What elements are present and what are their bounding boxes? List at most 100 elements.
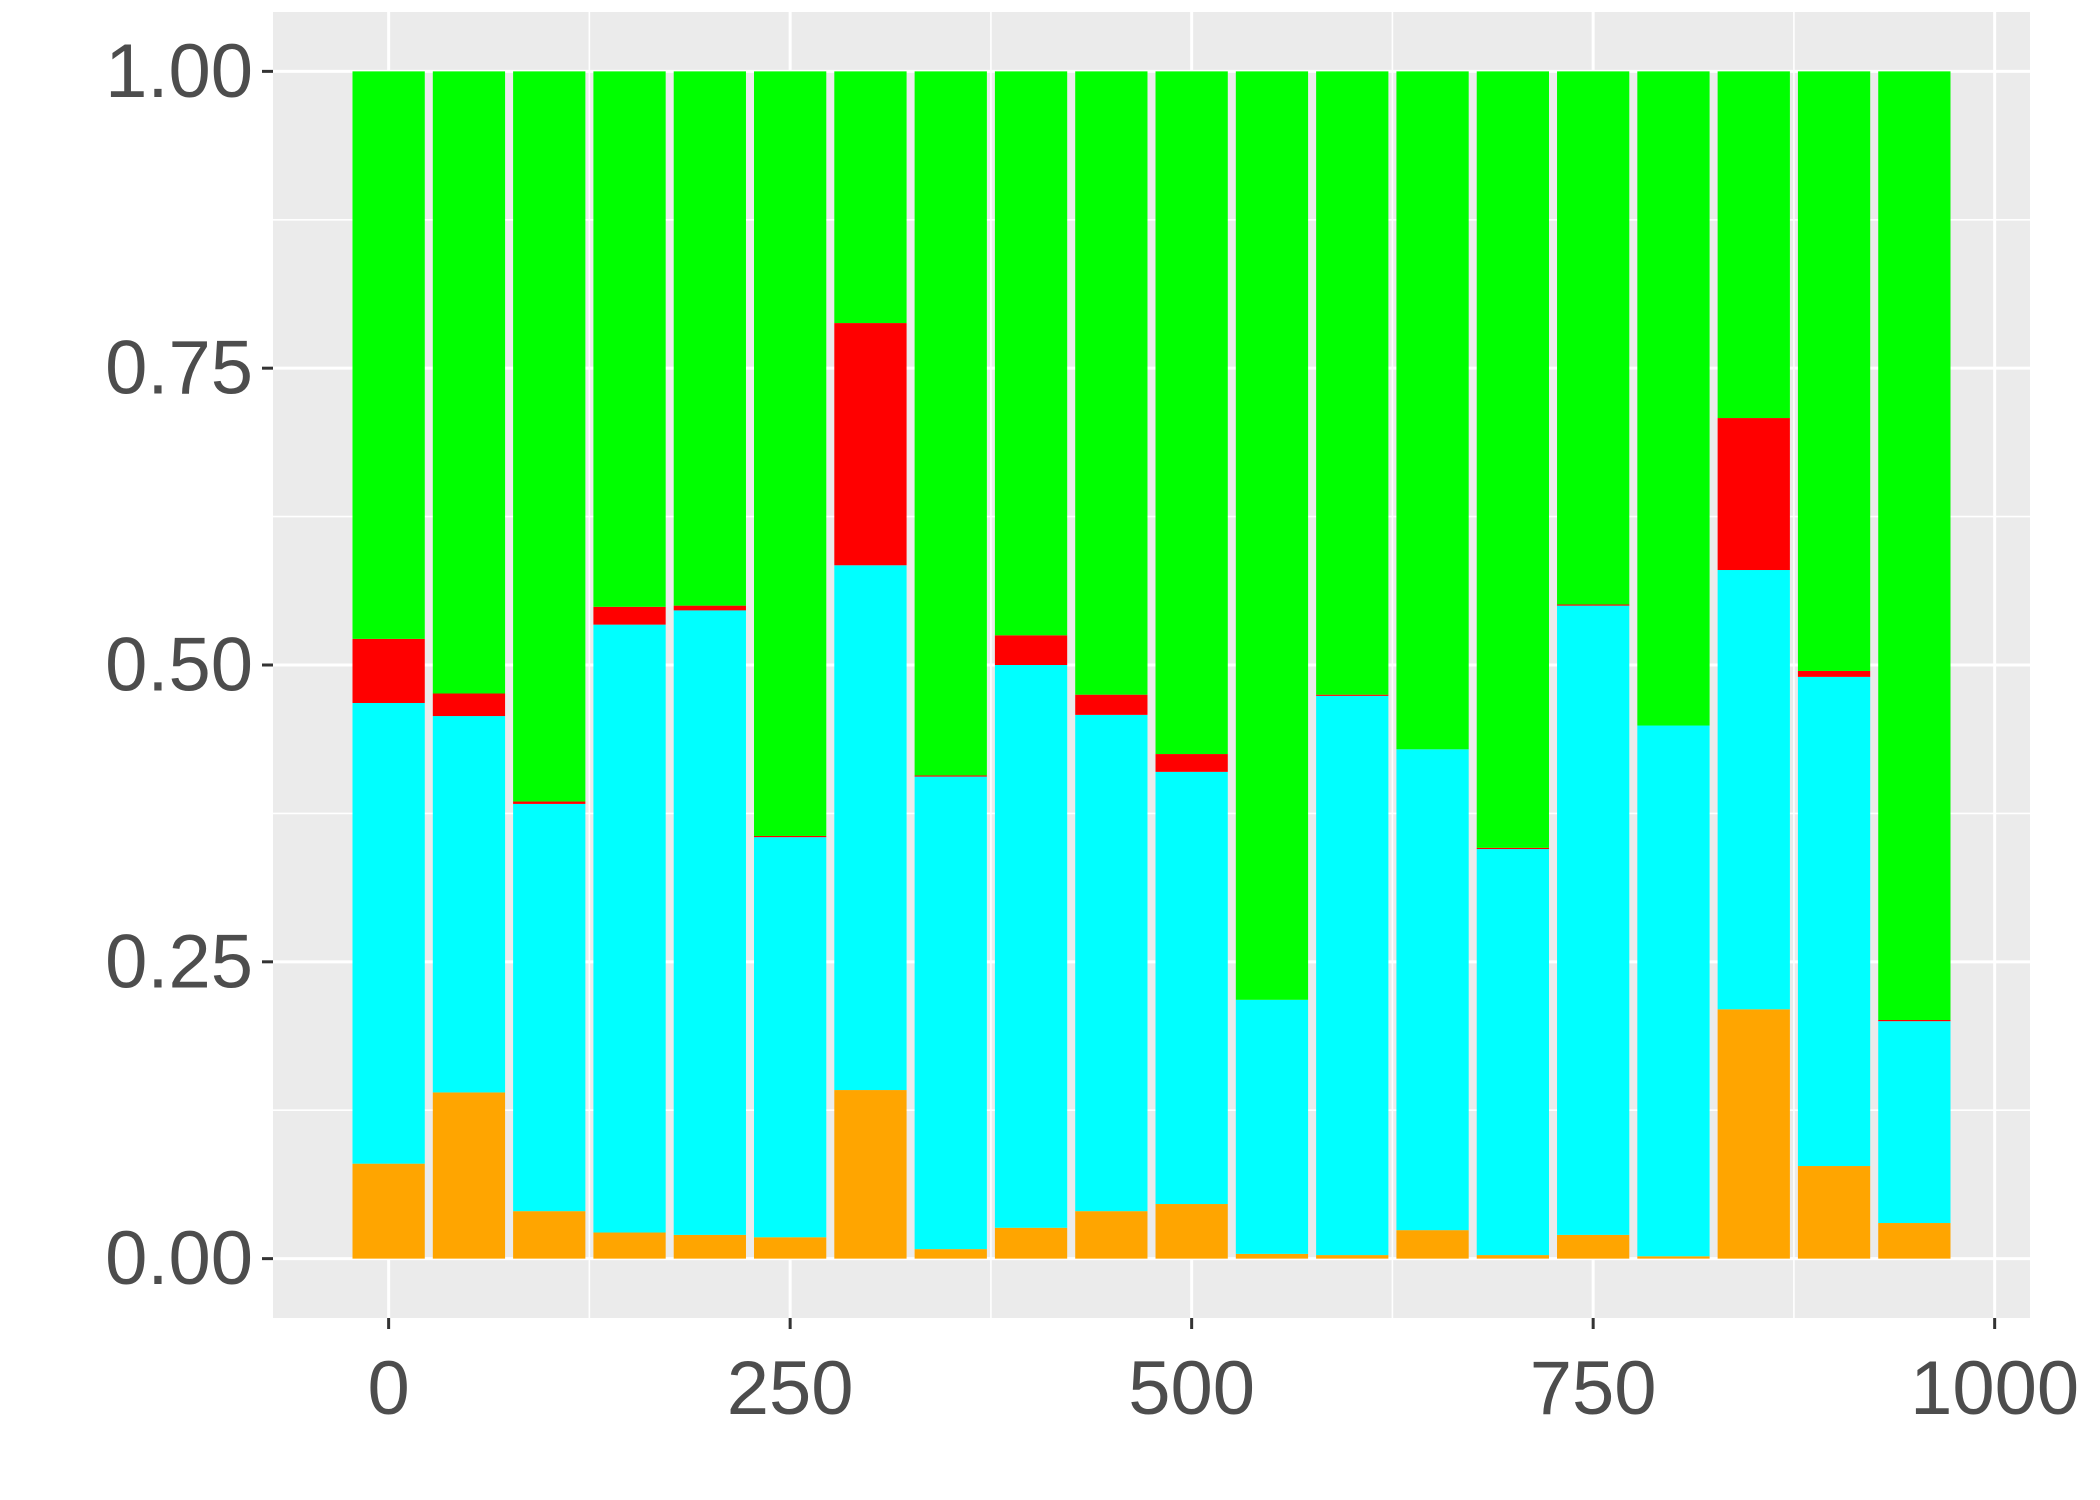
bar-segment xyxy=(1717,71,1790,419)
bar-segment xyxy=(834,71,907,324)
bar-segment xyxy=(1476,1255,1549,1259)
y-tick-label: 0.00 xyxy=(105,1216,253,1301)
x-tick-label: 500 xyxy=(1128,1346,1255,1431)
bar-segment xyxy=(352,1163,425,1259)
x-tick-label: 1000 xyxy=(1910,1346,2079,1431)
bar-segment xyxy=(513,803,586,1212)
bar-segment xyxy=(1797,71,1871,671)
bar-segment xyxy=(1155,71,1228,755)
bar-stack xyxy=(1476,71,1549,1259)
y-axis: 0.00 0.25 0.50 0.75 1.00 xyxy=(105,29,273,1301)
bar-segment xyxy=(754,837,827,1238)
bar-segment xyxy=(994,71,1068,636)
bar-segment xyxy=(1637,71,1710,726)
bar-stack xyxy=(1557,71,1630,1259)
bar-stack xyxy=(1396,71,1469,1259)
y-tick-label: 0.50 xyxy=(105,623,253,708)
bar-stack xyxy=(1075,71,1148,1259)
bar-segment xyxy=(673,1234,746,1259)
bar-segment xyxy=(994,665,1068,1228)
bar-segment xyxy=(673,605,746,611)
bar-segment xyxy=(1557,604,1630,606)
bar-segment xyxy=(1235,1253,1309,1259)
bar-segment xyxy=(1075,694,1148,715)
bar-stack xyxy=(513,71,586,1259)
bar-segment xyxy=(1717,570,1790,1010)
bar-segment xyxy=(1557,605,1630,1235)
bar-segment xyxy=(352,702,425,1164)
bar-stack xyxy=(1637,71,1710,1259)
bar-segment xyxy=(1396,749,1469,1231)
bar-segment xyxy=(1316,71,1389,695)
bar-segment xyxy=(1717,418,1790,571)
bar-segment xyxy=(1075,71,1148,695)
bar-segment xyxy=(834,1090,907,1259)
x-tick-label: 750 xyxy=(1530,1346,1657,1431)
y-tick-label: 1.00 xyxy=(105,29,253,114)
bar-segment xyxy=(1797,670,1871,677)
bar-segment xyxy=(1075,714,1148,1212)
bar-segment xyxy=(1717,1009,1790,1259)
bar-segment xyxy=(994,1227,1068,1259)
bar-segment xyxy=(1878,71,1951,1020)
bar-segment xyxy=(432,716,506,1093)
bar-stack xyxy=(754,71,827,1259)
bar-segment xyxy=(593,1232,666,1259)
bar-segment xyxy=(1797,676,1871,1167)
bar-segment xyxy=(432,693,506,717)
bar-segment xyxy=(914,776,987,1250)
y-tick-label: 0.75 xyxy=(105,326,253,411)
bar-stack xyxy=(1235,71,1309,1259)
bar-segment xyxy=(914,1249,987,1259)
bar-segment xyxy=(1316,1255,1389,1259)
bar-stack xyxy=(1155,71,1228,1259)
bar-segment xyxy=(1235,999,1309,1254)
bar-segment xyxy=(1316,694,1389,696)
bar-segment xyxy=(1637,1256,1710,1259)
bar-stack xyxy=(432,71,506,1259)
bar-stack xyxy=(1717,71,1790,1259)
y-tick-label: 0.25 xyxy=(105,919,253,1004)
bar-segment xyxy=(834,565,907,1091)
bars-layer xyxy=(352,71,1951,1259)
bar-segment xyxy=(432,71,506,694)
bar-segment xyxy=(1557,1234,1630,1259)
bar-segment xyxy=(1235,71,1309,1000)
bar-segment xyxy=(1396,1230,1469,1259)
bar-segment xyxy=(513,1211,586,1259)
bar-segment xyxy=(593,624,666,1233)
bar-segment xyxy=(834,323,907,566)
bar-segment xyxy=(754,1237,827,1259)
bar-stack xyxy=(914,71,987,1259)
bar-stack xyxy=(1316,71,1389,1259)
x-axis: 0 250 500 750 1000 xyxy=(367,1318,2079,1431)
bar-segment xyxy=(593,606,666,625)
bar-segment xyxy=(1316,695,1389,1256)
bar-segment xyxy=(1878,1021,1951,1224)
bar-stack xyxy=(1797,71,1871,1259)
bar-segment xyxy=(994,635,1068,665)
bar-segment xyxy=(1878,1019,1951,1022)
bar-segment xyxy=(914,71,987,776)
bar-segment xyxy=(352,71,425,639)
bar-segment xyxy=(1476,849,1549,1256)
x-tick-label: 0 xyxy=(367,1346,409,1431)
bar-segment xyxy=(513,801,586,804)
bar-segment xyxy=(513,71,586,802)
bar-segment xyxy=(1557,71,1630,605)
bar-segment xyxy=(1396,71,1469,750)
bar-segment xyxy=(1155,754,1228,772)
bar-stack xyxy=(1878,71,1951,1259)
bar-segment xyxy=(432,1092,506,1259)
x-tick-label: 250 xyxy=(727,1346,854,1431)
bar-segment xyxy=(1476,847,1549,850)
bar-segment xyxy=(1637,725,1710,1257)
bar-stack xyxy=(994,71,1068,1259)
bar-segment xyxy=(1155,771,1228,1205)
bar-segment xyxy=(593,71,666,607)
bar-segment xyxy=(673,71,746,606)
bar-segment xyxy=(754,71,827,836)
bar-stack xyxy=(352,71,425,1259)
bar-segment xyxy=(914,775,987,777)
